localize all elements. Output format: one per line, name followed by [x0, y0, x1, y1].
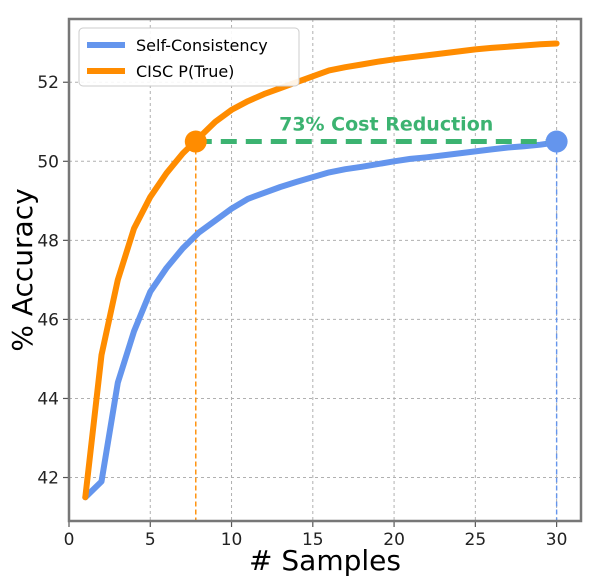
x-tick-label: 5 [145, 530, 156, 550]
cost-reduction-label: 73% Cost Reduction [279, 114, 493, 136]
x-tick-label: 15 [302, 530, 324, 550]
y-tick-label: 42 [37, 469, 59, 489]
x-tick-label: 30 [546, 530, 568, 550]
y-axis-label: % Accuracy [6, 188, 39, 351]
highlight-markers [184, 130, 568, 153]
legend-label: CISC P(True) [136, 62, 234, 81]
x-tick-label: 20 [383, 530, 405, 550]
x-tick-label: 0 [64, 530, 75, 550]
legend: Self-Consistency CISC P(True) [78, 27, 300, 87]
cost-reduction-annotation: 73% Cost Reduction [195, 114, 557, 145]
series-line-self-consistency [82, 139, 560, 501]
highlight-marker [545, 130, 568, 153]
y-tick-label: 46 [37, 310, 59, 330]
y-tick-label: 44 [37, 389, 59, 409]
y-tick-label: 50 [37, 152, 59, 172]
grid [68, 19, 581, 521]
highlight-marker [184, 130, 207, 153]
x-axis-label: # Samples [249, 544, 401, 577]
drop-lines [195, 141, 558, 521]
series-line-cisc-ptrue [82, 40, 560, 501]
legend-box [78, 27, 300, 87]
plot-frame [67, 17, 583, 523]
x-tick-label: 10 [221, 530, 243, 550]
legend-label: Self-Consistency [136, 36, 268, 55]
series-lines [82, 40, 560, 501]
x-tick-label: 25 [465, 530, 487, 550]
y-tick-label: 48 [37, 231, 59, 251]
axis-ticks: 0 5 10 15 20 25 30 42 44 46 48 50 52 [37, 73, 567, 550]
y-tick-label: 52 [37, 73, 59, 93]
